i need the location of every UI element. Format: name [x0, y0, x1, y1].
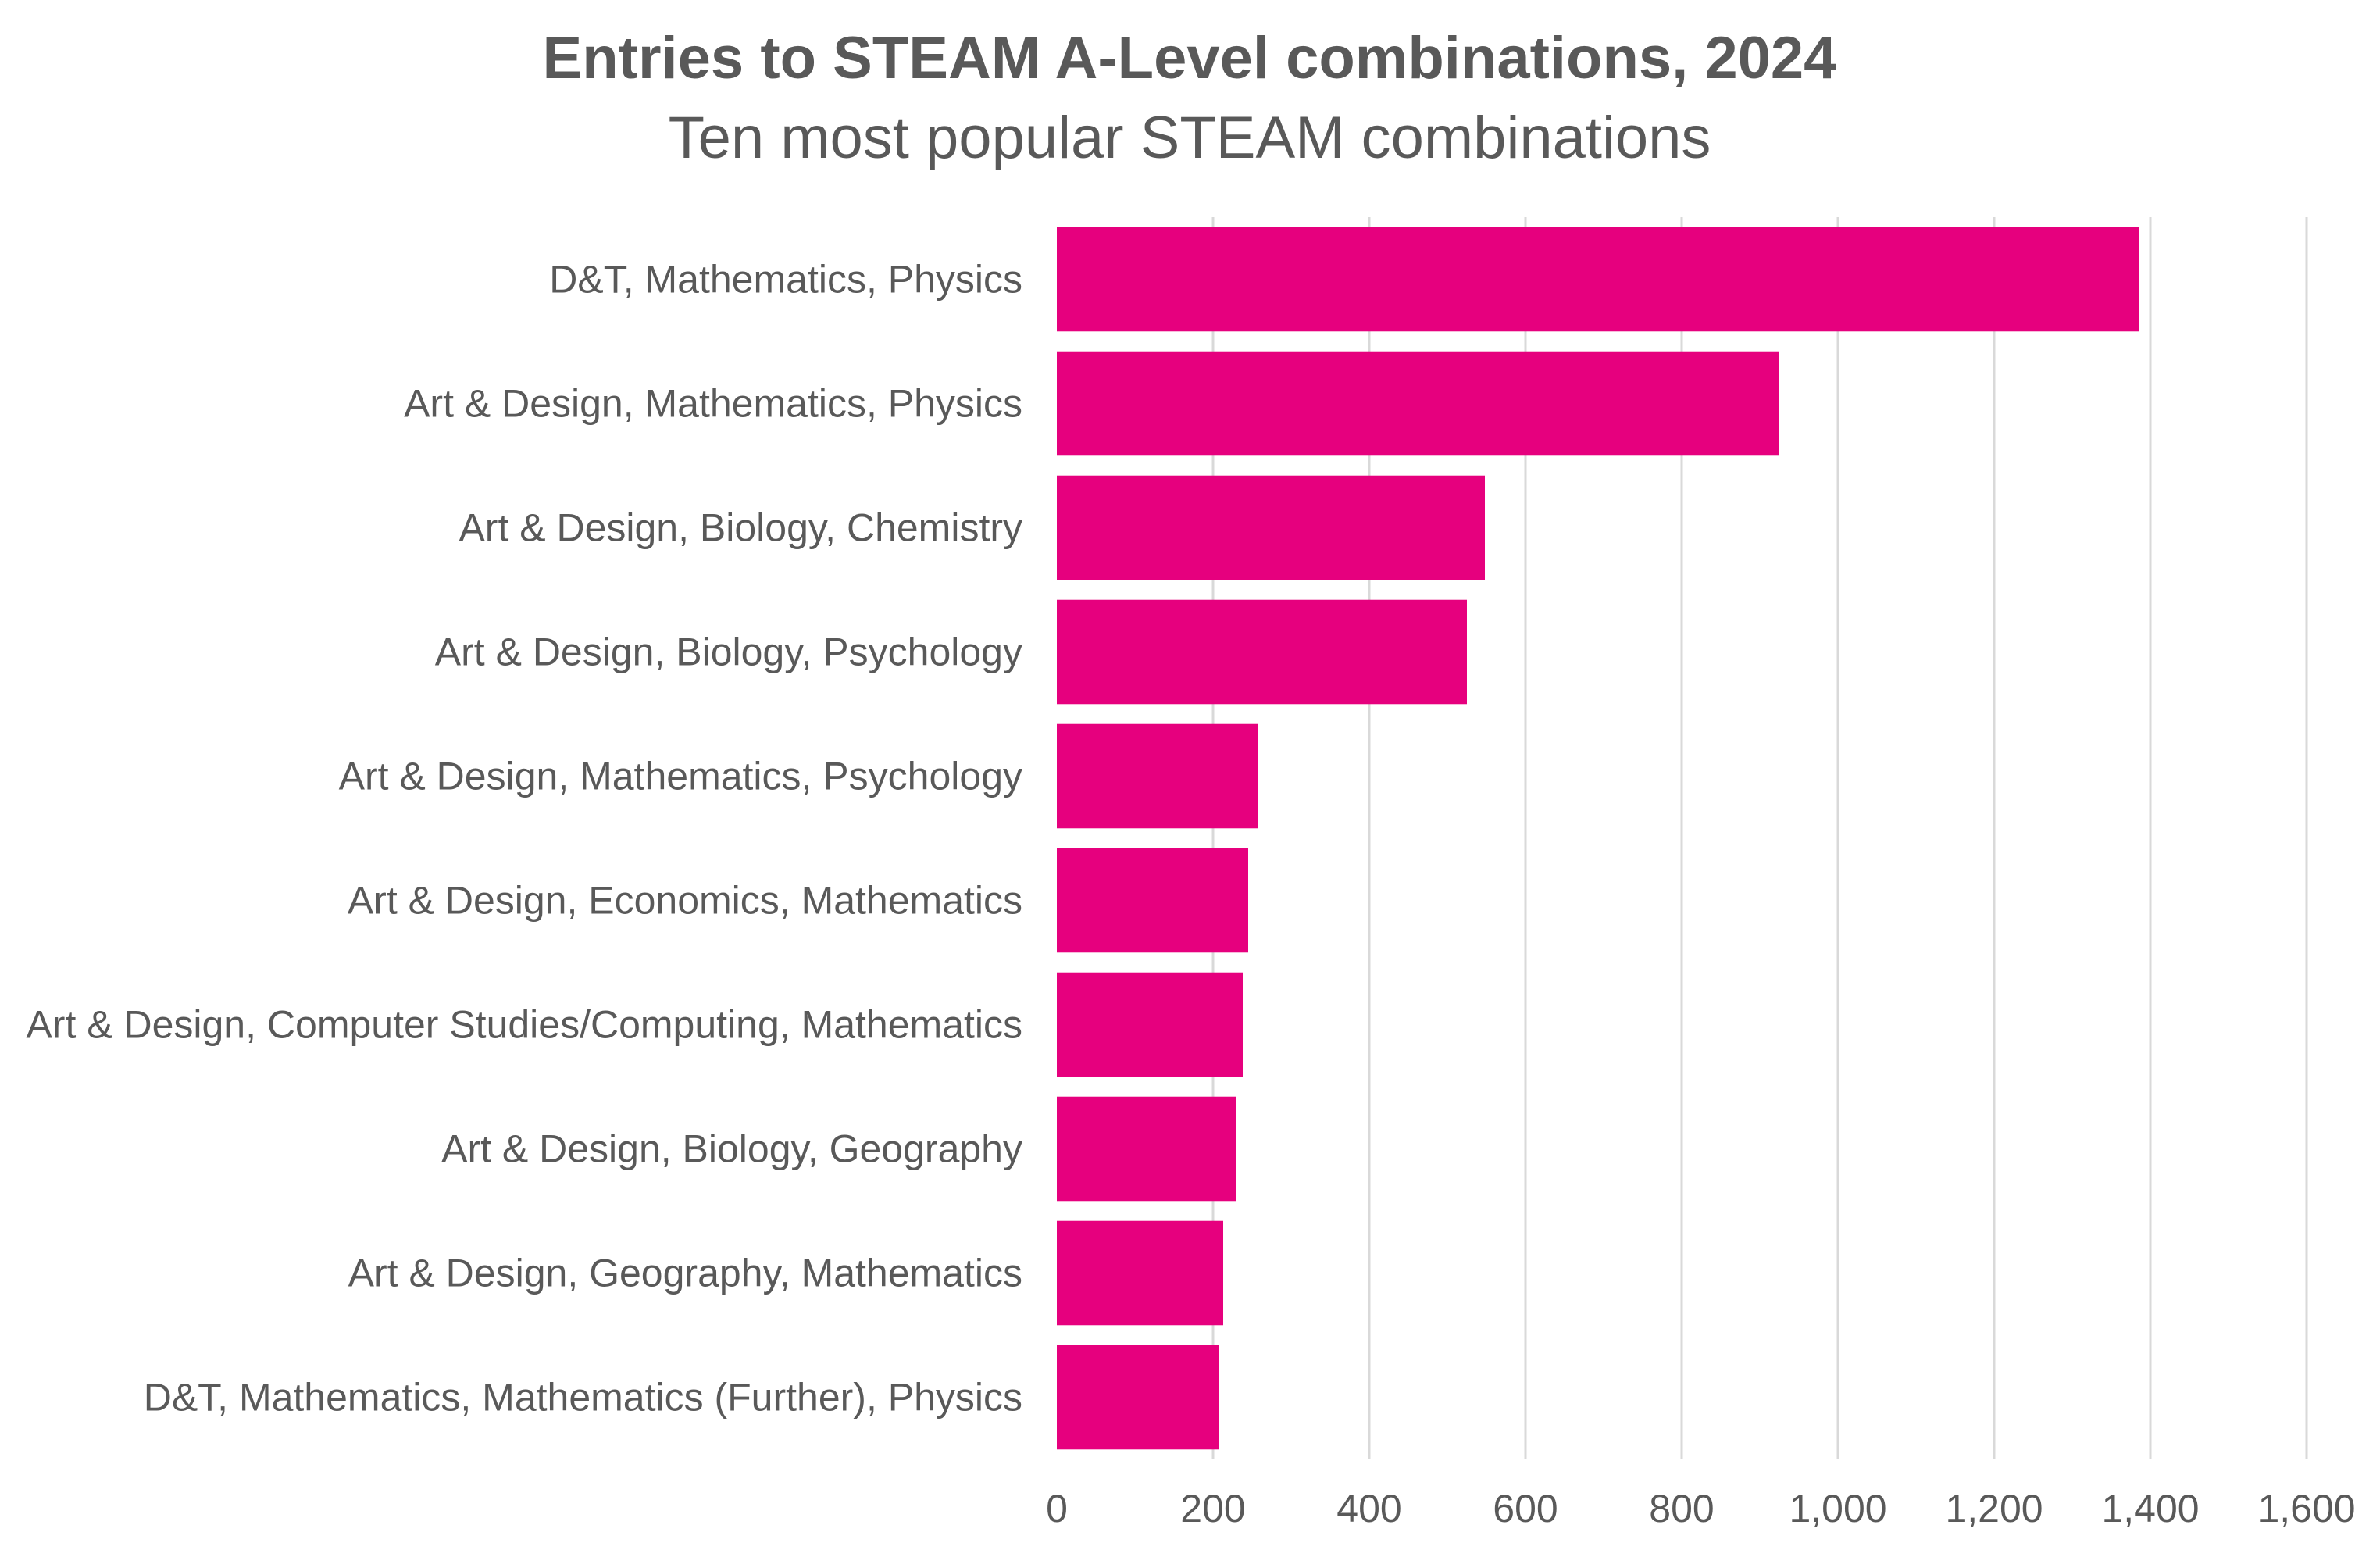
x-tick-label: 1,600: [2257, 1487, 2355, 1530]
category-label: Art & Design, Biology, Geography: [441, 1127, 1022, 1171]
bars: [1057, 227, 2139, 1450]
category-label: Art & Design, Biology, Psychology: [435, 630, 1022, 674]
bar: [1057, 1096, 1236, 1202]
bar: [1057, 351, 1779, 456]
category-label: Art & Design, Mathematics, Physics: [404, 382, 1022, 426]
category-label: D&T, Mathematics, Physics: [549, 258, 1022, 302]
chart-title: Entries to STEAM A-Level combinations, 2…: [543, 25, 1837, 91]
x-tick-label: 400: [1336, 1487, 1401, 1530]
x-axis-tick-labels: 0 200 400 600 800 1,000 1,200 1,400 1,600: [1046, 1487, 2355, 1530]
category-labels: D&T, Mathematics, Physics Art & Design, M…: [26, 258, 1022, 1420]
bar: [1057, 848, 1248, 953]
category-label: Art & Design, Geography, Mathematics: [348, 1252, 1022, 1295]
category-label: Art & Design, Economics, Mathematics: [348, 879, 1022, 923]
x-tick-label: 1,000: [1789, 1487, 1886, 1530]
category-label: D&T, Mathematics, Mathematics (Further),…: [144, 1376, 1022, 1420]
bar: [1057, 1345, 1219, 1450]
x-tick-label: 1,400: [2101, 1487, 2199, 1530]
x-tick-label: 200: [1180, 1487, 1245, 1530]
category-label: Art & Design, Mathematics, Psychology: [339, 755, 1022, 798]
category-label: Art & Design, Computer Studies/Computing…: [26, 1003, 1022, 1047]
category-label: Art & Design, Biology, Chemistry: [459, 506, 1022, 550]
bar: [1057, 599, 1467, 705]
chart-subtitle: Ten most popular STEAM combinations: [669, 105, 1711, 171]
x-tick-label: 0: [1046, 1487, 1068, 1530]
x-tick-label: 600: [1493, 1487, 1558, 1530]
x-tick-label: 800: [1649, 1487, 1714, 1530]
bar: [1057, 1220, 1223, 1326]
bar: [1057, 227, 2139, 332]
x-tick-label: 1,200: [1945, 1487, 2043, 1530]
bar: [1057, 972, 1243, 1077]
bar: [1057, 475, 1485, 580]
bar: [1057, 723, 1258, 829]
